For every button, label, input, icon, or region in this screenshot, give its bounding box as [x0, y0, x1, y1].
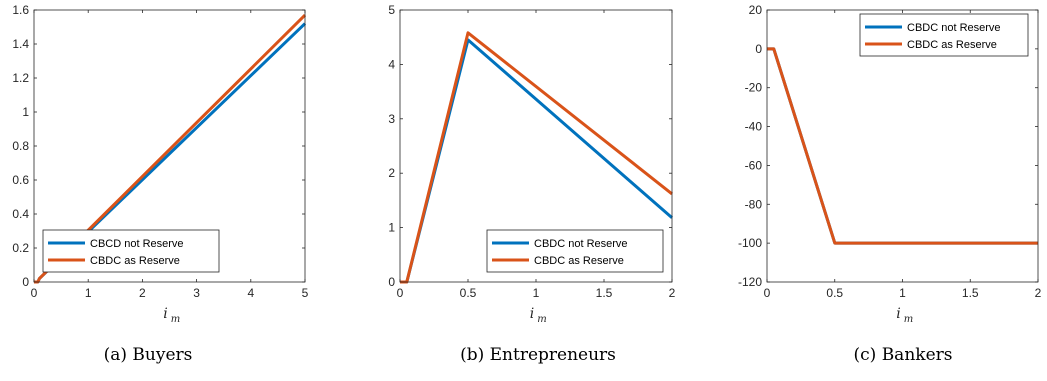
x-tick-label: 1 — [85, 286, 92, 300]
axes-frame — [399, 9, 673, 283]
x-tick-label: 0.5 — [460, 286, 477, 300]
legend-label-0: CBDC not Reserve — [534, 238, 628, 250]
chart-panel-2: 0 0.5 1 1.5 2 -120 -100 -80 -60 -40 -20 0 20 CBDC not… — [738, 3, 1042, 365]
y-tick-label: 0.8 — [12, 139, 29, 153]
axes-frame — [766, 9, 1039, 283]
legend-box — [486, 229, 664, 273]
y-tick-label: -20 — [745, 81, 763, 95]
y-tick-label: 1 — [22, 105, 29, 119]
legend-box — [42, 229, 220, 273]
x-tick-label: 2 — [669, 286, 676, 300]
y-tick-label: 1.6 — [12, 3, 29, 17]
y-tick-label: 1.2 — [12, 71, 29, 85]
y-tick-label: -80 — [745, 197, 763, 211]
x-tick-label: 0 — [764, 286, 771, 300]
x-axis-label: i — [896, 306, 900, 322]
legend-label-1: CBDC as Reserve — [90, 255, 180, 267]
x-axis-label-subscript: m — [537, 314, 546, 325]
legend-label-0: CBDC not Reserve — [907, 22, 1001, 34]
y-tick-label: -60 — [745, 158, 763, 172]
panel-caption: (c) Bankers — [854, 345, 953, 365]
x-tick-label: 2 — [1035, 286, 1042, 300]
x-tick-label: 5 — [302, 286, 309, 300]
chart-panel-0: 0 1 2 3 4 5 0 0.2 0.4 0.6 0.8 1 1.2 1.4 1.6 CBCD not Re… — [12, 3, 308, 365]
y-tick-label: 4 — [388, 57, 395, 71]
y-tick-label: 0 — [755, 42, 762, 56]
x-axis-label: i — [530, 306, 534, 322]
legend-label-0: CBCD not Reserve — [90, 238, 184, 250]
series-line-1 — [767, 47, 1038, 245]
y-tick-label: 1 — [388, 221, 395, 235]
x-tick-label: 1.5 — [962, 286, 979, 300]
panel-caption: (b) Entrepreneurs — [460, 345, 616, 365]
x-tick-label: 0.5 — [826, 286, 843, 300]
y-tick-label: 2 — [388, 166, 395, 180]
x-tick-label: 2 — [139, 286, 146, 300]
y-tick-label: 5 — [388, 3, 395, 17]
chart-panel-1: 0 0.5 1 1.5 2 0 1 2 3 4 5 CBDC not Reserve CBDC as R… — [388, 3, 675, 365]
y-tick-label: -100 — [738, 236, 762, 250]
legend-label-1: CBDC as Reserve — [534, 255, 624, 267]
legend: CBCD not Reserve CBDC as Reserve — [42, 229, 220, 273]
x-axis-label-subscript: m — [171, 314, 180, 325]
y-tick-label: 0.2 — [12, 241, 29, 255]
y-tick-label: 0.4 — [12, 207, 29, 221]
y-tick-label: -40 — [745, 120, 763, 134]
panel-caption: (a) Buyers — [104, 345, 193, 365]
x-tick-label: 1 — [899, 286, 906, 300]
legend: CBDC not Reserve CBDC as Reserve — [859, 13, 1029, 57]
legend-label-1: CBDC as Reserve — [907, 39, 997, 51]
axes-frame — [33, 9, 306, 283]
y-tick-label: 20 — [749, 3, 763, 17]
x-axis-label-subscript: m — [904, 314, 913, 325]
x-tick-label: 4 — [247, 286, 254, 300]
y-tick-label: 0 — [388, 275, 395, 289]
x-axis-label: i — [163, 306, 167, 322]
y-tick-label: 1.4 — [12, 37, 29, 51]
legend-box — [859, 13, 1029, 57]
y-tick-label: 0 — [22, 275, 29, 289]
y-tick-label: -120 — [738, 275, 762, 289]
x-tick-label: 0 — [31, 286, 38, 300]
y-tick-label: 0.6 — [12, 173, 29, 187]
x-tick-label: 3 — [193, 286, 200, 300]
x-tick-label: 1.5 — [596, 286, 613, 300]
legend: CBDC not Reserve CBDC as Reserve — [486, 229, 664, 273]
x-tick-label: 0 — [397, 286, 404, 300]
x-tick-label: 1 — [533, 286, 540, 300]
y-tick-label: 3 — [388, 112, 395, 126]
